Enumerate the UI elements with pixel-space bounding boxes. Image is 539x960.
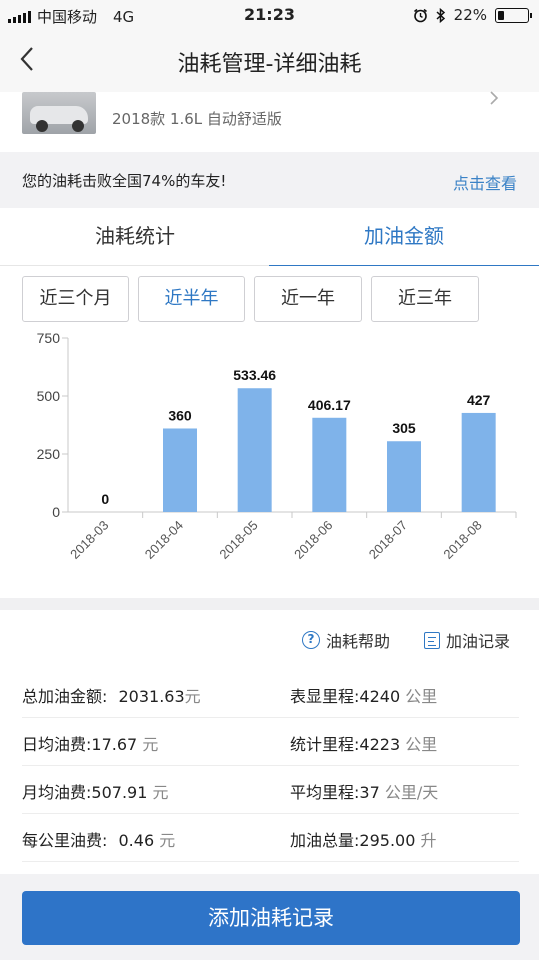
x-tick-label: 2018-07 bbox=[366, 518, 410, 562]
carrier-label: 中国移动 bbox=[37, 8, 98, 26]
ranking-text: 您的油耗击败全国74%的车友! bbox=[22, 172, 227, 190]
back-icon[interactable] bbox=[16, 42, 38, 82]
chevron-right-icon bbox=[489, 90, 499, 111]
daily-cost-value: 17.67 bbox=[91, 735, 138, 754]
tab-bar: 油耗统计 加油金额 bbox=[0, 208, 539, 267]
stats-row: 每公里油费: 0.46 元 加油总量:295.00 升 bbox=[22, 814, 519, 862]
fuel-total-unit: 升 bbox=[420, 831, 437, 850]
bar bbox=[163, 428, 197, 512]
filter-3-months[interactable]: 近三个月 bbox=[22, 276, 129, 322]
footer: 添加油耗记录 bbox=[0, 874, 539, 960]
page-title: 油耗管理-详细油耗 bbox=[177, 52, 362, 77]
bar-chart: 0 250 500 750 0 2018-03 360 2018-04 533.46 2018-0… bbox=[37, 330, 517, 562]
data-label: 533.46 bbox=[233, 367, 276, 383]
monthly-cost-unit: 元 bbox=[152, 783, 169, 802]
battery-fill bbox=[498, 10, 505, 20]
bar bbox=[312, 417, 347, 512]
data-label: 406.17 bbox=[308, 397, 351, 413]
status-right: 22% bbox=[413, 6, 532, 24]
monthly-cost-label: 月均油费: bbox=[22, 783, 92, 802]
avg-mileage-unit: 公里/天 bbox=[384, 783, 439, 802]
x-tick-label: 2018-04 bbox=[142, 518, 186, 562]
filter-3-years[interactable]: 近三年 bbox=[371, 276, 479, 322]
total-amount-value: 2031.63 bbox=[118, 687, 185, 706]
battery-icon bbox=[495, 7, 532, 23]
per-km-cost-unit: 元 bbox=[159, 831, 176, 850]
refuel-records-link[interactable]: 加油记录 bbox=[424, 628, 510, 652]
signal-icon bbox=[8, 10, 31, 23]
tab-fuel-stats[interactable]: 油耗统计 bbox=[95, 224, 175, 248]
filter-half-year[interactable]: 近半年 bbox=[138, 276, 245, 322]
data-label: 305 bbox=[392, 420, 416, 436]
bar bbox=[237, 388, 272, 512]
status-left: 中国移动 4G bbox=[8, 6, 134, 27]
fuel-help-label: 油耗帮助 bbox=[326, 632, 391, 651]
ranking-banner: 您的油耗击败全国74%的车友! 点击查看 bbox=[0, 152, 539, 208]
filter-1-year[interactable]: 近一年 bbox=[254, 276, 362, 322]
stat-mileage-value: 4223 bbox=[359, 735, 401, 754]
view-ranking-link[interactable]: 点击查看 bbox=[452, 174, 517, 193]
stats-row: 月均油费:507.91 元 平均里程:37 公里/天 bbox=[22, 766, 519, 814]
data-label: 360 bbox=[168, 407, 192, 423]
odometer-label: 表显里程: bbox=[290, 687, 360, 706]
bluetooth-icon bbox=[436, 7, 445, 23]
total-amount-unit: 元 bbox=[184, 687, 201, 706]
nav-bar: 油耗管理-详细油耗 bbox=[0, 30, 539, 92]
avg-mileage-value: 37 bbox=[359, 783, 380, 802]
question-icon: ? bbox=[302, 631, 320, 649]
y-tick-label: 250 bbox=[37, 446, 61, 462]
data-label: 0 bbox=[101, 491, 109, 507]
status-time: 21:23 bbox=[244, 5, 295, 24]
tab-refuel-amount[interactable]: 加油金额 bbox=[269, 208, 539, 267]
per-km-cost: 每公里油费: 0.46 元 bbox=[22, 827, 175, 851]
data-label: 427 bbox=[467, 392, 491, 408]
y-tick-label: 0 bbox=[52, 504, 60, 520]
alarm-icon bbox=[413, 8, 427, 22]
fuel-total-label: 加油总量: bbox=[290, 831, 360, 850]
odometer: 表显里程:4240 公里 bbox=[290, 683, 437, 707]
per-km-cost-label: 每公里油费: bbox=[22, 831, 108, 850]
refuel-records-label: 加油记录 bbox=[446, 632, 511, 651]
fuel-help-link[interactable]: ? 油耗帮助 bbox=[302, 628, 390, 652]
chart-card: 近三个月 近半年 近一年 近三年 0 250 500 750 0 2018-03 360 20… bbox=[0, 266, 539, 598]
daily-cost: 日均油费:17.67 元 bbox=[22, 731, 158, 755]
daily-cost-unit: 元 bbox=[142, 735, 159, 754]
odometer-unit: 公里 bbox=[405, 687, 438, 706]
total-amount-label: 总加油金额: bbox=[22, 687, 108, 706]
status-bar: 中国移动 4G 21:23 22% bbox=[0, 0, 539, 30]
battery-percent: 22% bbox=[453, 6, 487, 24]
stats-section: ? 油耗帮助 加油记录 总加油金额: 2031.63元 表显里程:4240 公里… bbox=[0, 610, 539, 874]
avg-mileage: 平均里程:37 公里/天 bbox=[290, 779, 438, 803]
stat-mileage-label: 统计里程: bbox=[290, 735, 360, 754]
bar bbox=[461, 412, 496, 512]
bar bbox=[387, 441, 421, 512]
car-thumbnail bbox=[22, 92, 96, 134]
section-divider bbox=[0, 598, 539, 610]
add-fuel-record-button[interactable]: 添加油耗记录 bbox=[22, 891, 520, 945]
fuel-total: 加油总量:295.00 升 bbox=[290, 827, 437, 851]
x-tick-label: 2018-08 bbox=[440, 518, 484, 562]
per-km-cost-value: 0.46 bbox=[118, 831, 155, 850]
car-info-row[interactable]: 2018款 1.6L 自动舒适版 bbox=[0, 90, 539, 152]
stat-mileage: 统计里程:4223 公里 bbox=[290, 731, 437, 755]
total-amount: 总加油金额: 2031.63元 bbox=[22, 683, 201, 707]
x-tick-label: 2018-05 bbox=[216, 518, 260, 562]
list-icon bbox=[424, 631, 440, 649]
avg-mileage-label: 平均里程: bbox=[290, 783, 360, 802]
fuel-total-value: 295.00 bbox=[359, 831, 416, 850]
monthly-cost: 月均油费:507.91 元 bbox=[22, 779, 169, 803]
y-tick-label: 750 bbox=[37, 330, 61, 346]
daily-cost-label: 日均油费: bbox=[22, 735, 92, 754]
odometer-value: 4240 bbox=[359, 687, 401, 706]
x-tick-label: 2018-03 bbox=[67, 518, 111, 562]
monthly-cost-value: 507.91 bbox=[91, 783, 148, 802]
stats-row: 总加油金额: 2031.63元 表显里程:4240 公里 bbox=[22, 670, 519, 718]
car-model: 2018款 1.6L 自动舒适版 bbox=[112, 110, 282, 128]
stats-row: 日均油费:17.67 元 统计里程:4223 公里 bbox=[22, 718, 519, 766]
network-label: 4G bbox=[113, 7, 135, 26]
y-tick-label: 500 bbox=[37, 388, 61, 404]
stat-mileage-unit: 公里 bbox=[405, 735, 438, 754]
x-tick-label: 2018-06 bbox=[291, 518, 335, 562]
